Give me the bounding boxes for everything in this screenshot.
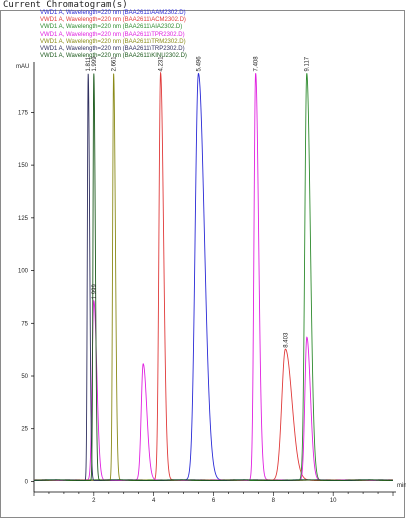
legend-entry: VWD1 A, Wavelength=220 nm (BAA2611\TRP23… (40, 46, 185, 53)
peak-label: 5.496 (196, 56, 202, 72)
peak-label: 8.403 (283, 332, 289, 348)
x-tick-label: 8 (272, 498, 276, 504)
peak-label: 1.999 (92, 56, 98, 72)
peak-label: 4.231 (159, 56, 165, 72)
y-tick-label: 0 (25, 479, 29, 485)
legend-entry: VWD1 A, Wavelength=220 nm (BAA2611\AAM23… (40, 10, 186, 16)
legend-entry: VWD1 A, Wavelength=220 nm (BAA2611\TRM23… (40, 38, 186, 45)
y-tick-label: 25 (21, 427, 28, 433)
window-title: Current Chromatogram(s) (3, 0, 128, 10)
legend-entry: VWD1 A, Wavelength=220 nm (BAA2611\KINU2… (40, 53, 187, 60)
series-line (34, 73, 393, 482)
chart-frame (0, 10, 405, 518)
peak-label: 7.408 (254, 56, 260, 72)
y-tick-label: 75 (21, 321, 28, 327)
peak-label: 2.661 (112, 56, 118, 72)
y-tick-label: 175 (18, 110, 29, 116)
legend-entry: VWD1 A, Wavelength=220 nm (BAA2611\TPR23… (40, 31, 185, 38)
x-tick-label: 10 (330, 498, 337, 504)
y-tick-label: 100 (18, 269, 29, 275)
legend-entry: VWD1 A, Wavelength=220 nm (BAA2611\AIA23… (40, 24, 183, 31)
x-tick-label: 6 (212, 498, 216, 504)
peak-label: 1.999 (92, 284, 98, 300)
series-line (33, 73, 393, 482)
peak-label: 9.117 (305, 56, 311, 71)
peak-labels: 5.496 4.231 8.403 9.117 1.999 7.408 2.661 1.811… (86, 56, 311, 348)
x-tick-label: 2 (92, 498, 96, 504)
x-tick-label: 4 (152, 498, 156, 504)
y-tick-label: 50 (21, 374, 28, 380)
traces (33, 71, 393, 482)
chart-legend: VWD1 A, Wavelength=220 nm (BAA2611\AAM23… (40, 10, 187, 60)
axes: 0 25 50 75 100 125 150 175 mAU 2 4 6 8 10 min (16, 62, 406, 504)
y-tick-label: 125 (18, 216, 29, 222)
peak-label: 1.811 (86, 56, 92, 71)
y-axis-label: mAU (16, 64, 29, 70)
legend-entry: VWD1 A, Wavelength=220 nm (BAA2611\ACM23… (40, 17, 186, 24)
x-axis-label: min (397, 483, 406, 489)
y-tick-label: 150 (18, 163, 29, 169)
